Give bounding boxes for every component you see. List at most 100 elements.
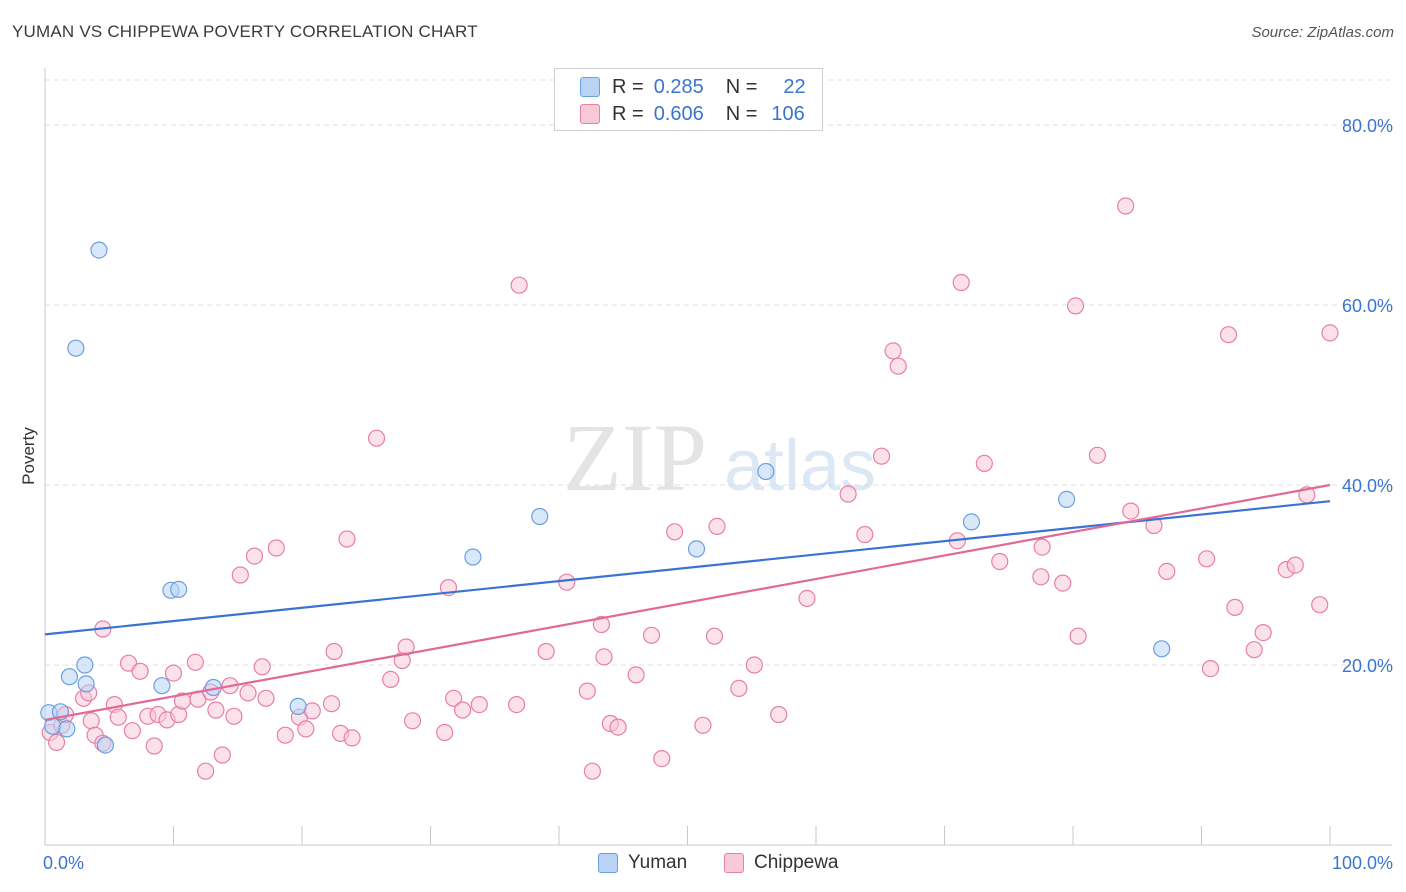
point-chippewa xyxy=(338,530,356,548)
legend-n-label: N = xyxy=(725,102,758,125)
series-label-yuman: Yuman xyxy=(628,852,688,873)
source-label: Source: ZipAtlas.com xyxy=(1251,24,1394,41)
point-chippewa xyxy=(253,658,271,676)
point-chippewa xyxy=(1219,326,1238,344)
point-yuman xyxy=(962,513,981,531)
point-chippewa xyxy=(297,720,315,738)
point-chippewa xyxy=(839,485,857,503)
watermark-zip: ZIP xyxy=(563,404,707,511)
point-chippewa xyxy=(207,701,225,719)
tick-labels: 20.0% 40.0% 60.0% 80.0% 0.0% 100.0% xyxy=(43,116,1393,873)
legend-n-value: 106 xyxy=(771,102,805,125)
point-yuman xyxy=(531,507,549,526)
point-chippewa xyxy=(770,705,788,724)
point-chippewa xyxy=(267,539,285,557)
series-legend-yuman[interactable]: Yuman xyxy=(598,852,687,874)
point-chippewa xyxy=(583,762,602,780)
point-chippewa xyxy=(325,642,343,661)
legend-r-value: 0.606 xyxy=(653,102,704,125)
point-chippewa xyxy=(856,525,874,544)
point-chippewa xyxy=(1201,659,1220,678)
y-tick-label: 80.0% xyxy=(1342,116,1393,136)
point-chippewa xyxy=(1198,550,1216,568)
point-chippewa xyxy=(666,523,684,541)
point-yuman xyxy=(77,675,95,693)
point-chippewa xyxy=(445,689,463,707)
series-swatch-yuman xyxy=(598,853,618,873)
point-chippewa xyxy=(627,666,645,684)
point-chippewa xyxy=(119,654,138,672)
point-chippewa xyxy=(145,737,163,755)
x-tick-label: 100.0% xyxy=(1332,853,1393,873)
point-chippewa xyxy=(197,762,215,780)
point-chippewa xyxy=(694,716,712,734)
trend-line-chippewa xyxy=(44,483,1331,721)
point-chippewa xyxy=(322,695,341,713)
point-chippewa xyxy=(653,749,671,768)
point-chippewa xyxy=(1054,574,1072,592)
point-chippewa xyxy=(537,642,555,661)
point-chippewa xyxy=(889,357,907,375)
point-chippewa xyxy=(245,547,264,565)
point-yuman xyxy=(289,697,307,716)
watermark: ZIP atlas xyxy=(563,404,876,511)
point-chippewa xyxy=(1321,324,1339,342)
point-chippewa xyxy=(991,552,1009,571)
point-chippewa xyxy=(798,589,816,608)
point-chippewa xyxy=(303,702,321,720)
point-chippewa xyxy=(343,729,361,747)
stats-legend: R = 0.285 N = 22 R = 0.606 N = 106 xyxy=(554,68,823,131)
point-chippewa xyxy=(592,615,611,634)
legend-row-chippewa: R = 0.606 N = 106 xyxy=(555,101,805,127)
point-chippewa xyxy=(730,679,748,698)
point-chippewa xyxy=(872,447,891,465)
point-chippewa xyxy=(1254,623,1272,642)
chart-title: YUMAN VS CHIPPEWA POVERTY CORRELATION CH… xyxy=(12,22,478,41)
point-chippewa xyxy=(884,342,902,360)
point-chippewa xyxy=(1069,627,1087,645)
point-yuman xyxy=(96,736,114,754)
point-chippewa xyxy=(47,733,66,752)
point-chippewa xyxy=(131,662,149,680)
point-chippewa xyxy=(82,712,100,730)
point-yuman xyxy=(1057,490,1076,508)
y-tick-label: 40.0% xyxy=(1342,476,1393,496)
point-chippewa xyxy=(123,722,141,740)
legend-r-value: 0.285 xyxy=(653,75,704,98)
series-legend-chippewa[interactable]: Chippewa xyxy=(724,852,839,874)
legend-swatch-yuman xyxy=(580,77,600,97)
point-chippewa xyxy=(609,718,627,736)
point-chippewa xyxy=(436,723,454,742)
point-chippewa xyxy=(225,707,243,725)
point-chippewa xyxy=(1286,556,1304,574)
axes xyxy=(44,68,1392,846)
point-chippewa xyxy=(470,695,488,714)
legend-swatch-chippewa xyxy=(580,104,600,124)
point-chippewa xyxy=(454,701,472,719)
point-chippewa xyxy=(1122,502,1140,520)
point-yuman xyxy=(67,339,85,357)
series-legend: Yuman Chippewa xyxy=(0,852,1406,878)
point-chippewa xyxy=(1226,598,1244,617)
point-chippewa xyxy=(510,276,528,294)
point-chippewa xyxy=(507,695,526,714)
point-chippewa xyxy=(186,653,204,671)
legend-n-value: 22 xyxy=(783,75,806,98)
point-chippewa xyxy=(578,682,596,700)
point-yuman xyxy=(58,720,76,738)
point-chippewa xyxy=(239,684,257,702)
point-chippewa xyxy=(109,708,127,726)
point-chippewa xyxy=(382,670,400,689)
point-yuman xyxy=(1153,640,1171,658)
series-swatch-chippewa xyxy=(724,853,744,873)
point-chippewa xyxy=(708,517,726,536)
point-chippewa xyxy=(257,689,275,707)
point-chippewa xyxy=(1032,568,1050,586)
point-yuman xyxy=(464,548,482,566)
point-chippewa xyxy=(705,627,724,645)
point-chippewa xyxy=(952,273,970,292)
legend-row-yuman: R = 0.285 N = 22 xyxy=(555,74,806,100)
point-chippewa xyxy=(1158,562,1176,581)
point-chippewa xyxy=(164,664,183,682)
point-yuman xyxy=(153,677,171,695)
